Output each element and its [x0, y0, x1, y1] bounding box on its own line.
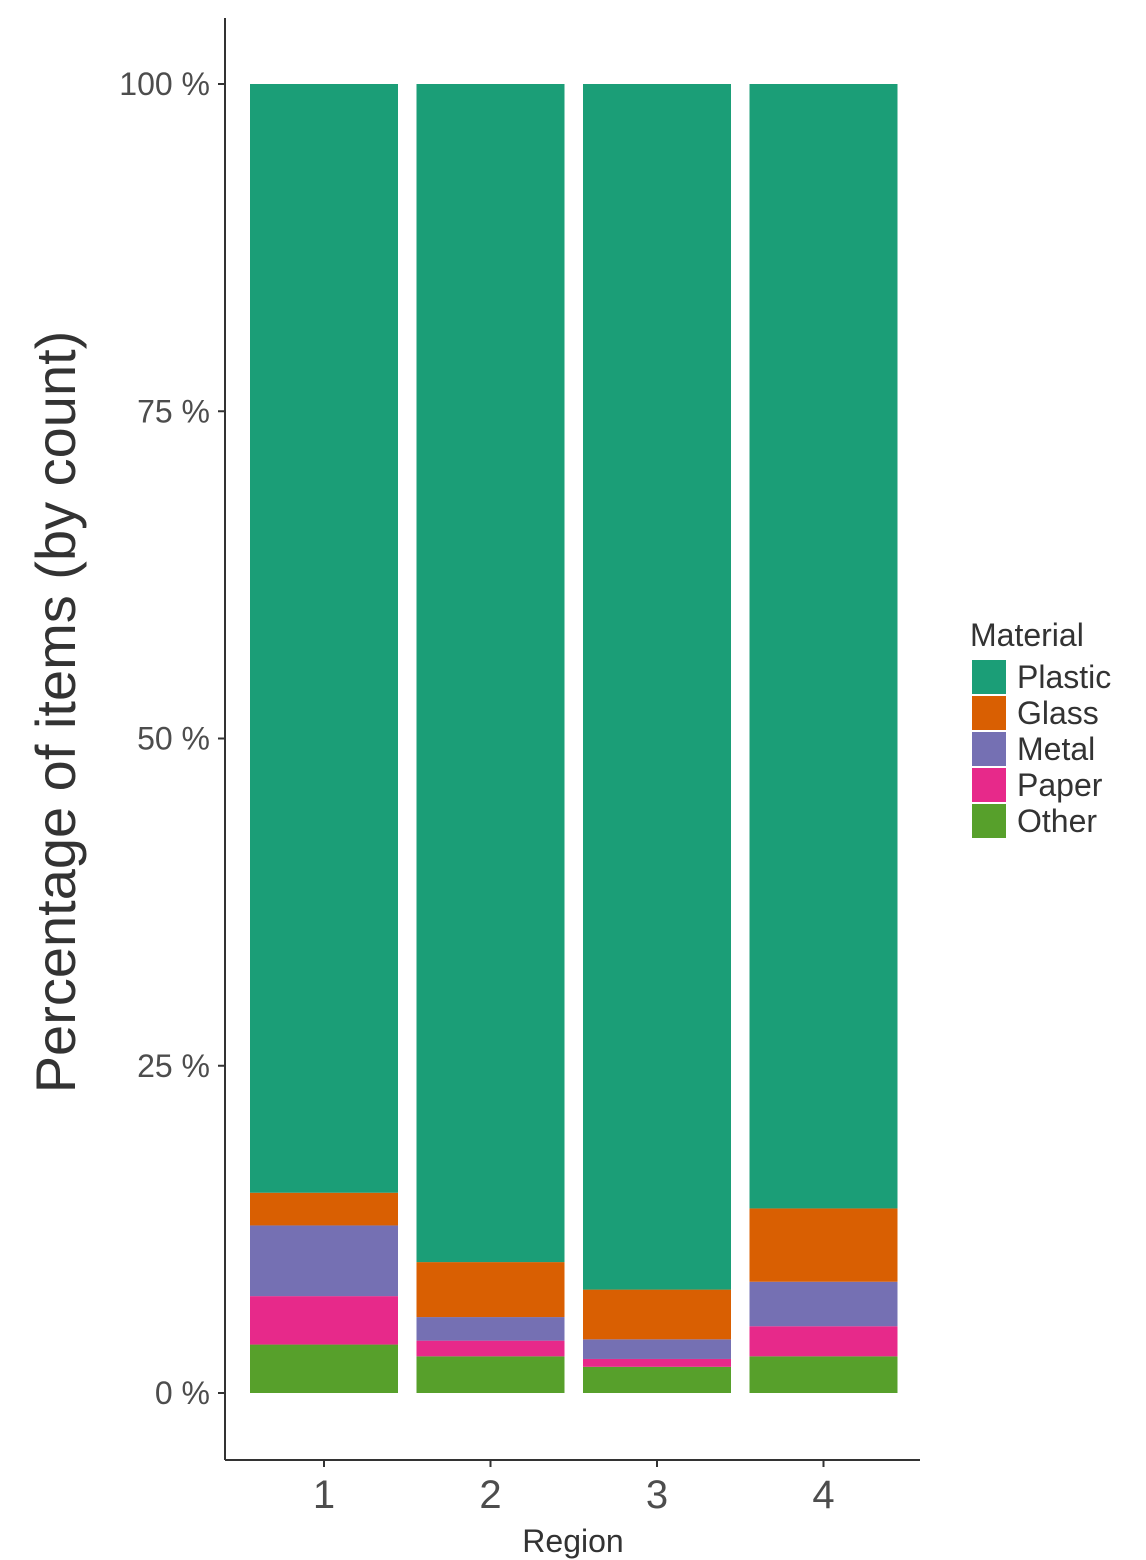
- bar-region-1-paper: [250, 1296, 398, 1345]
- bar-region-2-metal: [416, 1317, 565, 1341]
- bar-region-3-glass: [583, 1289, 731, 1340]
- bar-region-1-glass: [250, 1192, 398, 1226]
- legend-swatch-metal: [972, 732, 1006, 766]
- bar-region-1-plastic: [250, 84, 398, 1193]
- legend-swatch-paper: [972, 768, 1006, 802]
- x-axis-title: Region: [522, 1523, 623, 1559]
- y-tick-label: 50 %: [137, 721, 210, 757]
- bar-region-4-paper: [749, 1326, 898, 1357]
- x-tick-label: 2: [479, 1473, 501, 1517]
- legend-title: Material: [970, 617, 1084, 653]
- legend-label-plastic: Plastic: [1017, 659, 1111, 695]
- x-tick-label: 3: [646, 1473, 668, 1517]
- bar-region-2-glass: [416, 1262, 565, 1318]
- bar-region-1-other: [250, 1344, 398, 1393]
- bar-region-1-metal: [250, 1225, 398, 1297]
- bar-region-2-paper: [416, 1340, 565, 1357]
- legend-label-metal: Metal: [1017, 731, 1095, 767]
- legend-label-other: Other: [1017, 803, 1097, 839]
- y-ticks: 0 % 25 % 50 % 75 % 100 %: [119, 66, 225, 1411]
- bar-region-3-metal: [583, 1339, 731, 1359]
- legend-swatch-plastic: [972, 660, 1006, 694]
- x-tick-label: 1: [313, 1473, 335, 1517]
- legend-label-glass: Glass: [1017, 695, 1099, 731]
- bar-region-2-other: [416, 1356, 565, 1393]
- bar-region-4-plastic: [749, 84, 898, 1209]
- bars-layer: [250, 84, 898, 1393]
- legend-label-paper: Paper: [1017, 767, 1103, 803]
- y-tick-label: 0 %: [155, 1375, 210, 1411]
- legend-swatch-glass: [972, 696, 1006, 730]
- bar-region-4-metal: [749, 1281, 898, 1327]
- bar-region-3-paper: [583, 1358, 731, 1367]
- x-ticks: 1 2 3 4: [313, 1460, 835, 1517]
- bar-region-4-glass: [749, 1208, 898, 1282]
- bar-region-3-other: [583, 1366, 731, 1393]
- y-axis-title: Percentage of items (by count): [24, 331, 87, 1094]
- y-tick-label: 25 %: [137, 1048, 210, 1084]
- bar-region-2-plastic: [416, 84, 565, 1263]
- y-tick-label: 75 %: [137, 393, 210, 429]
- bar-region-4-other: [749, 1356, 898, 1393]
- x-tick-label: 4: [812, 1473, 834, 1517]
- y-tick-label: 100 %: [119, 66, 210, 102]
- bar-region-3-plastic: [583, 84, 731, 1290]
- legend-swatch-other: [972, 804, 1006, 838]
